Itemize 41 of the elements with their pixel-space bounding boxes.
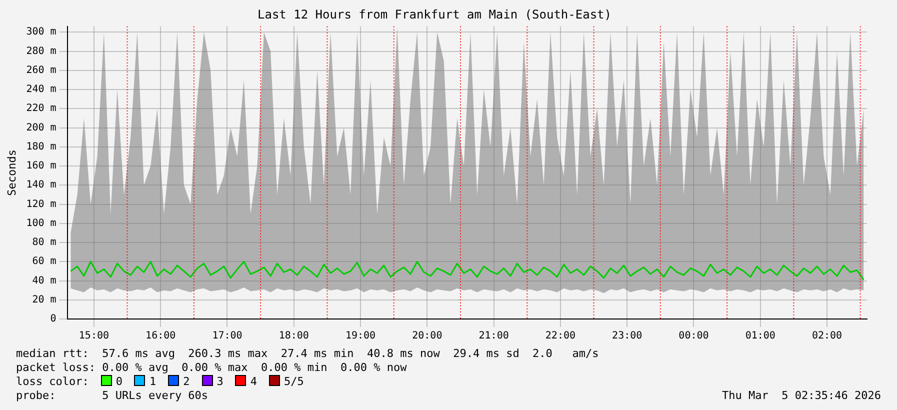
y-tick-label: 100 m	[26, 218, 56, 229]
x-tick-label: 18:00	[278, 330, 309, 342]
x-tick-label: 19:00	[345, 330, 376, 342]
y-tick-label: 200 m	[26, 122, 56, 134]
y-axis-title: Seconds	[5, 150, 18, 196]
x-tick-label: 15:00	[78, 330, 110, 342]
text: median rtt: 57.6 ms avg 260.3 ms max 27.4 ms min 40.8 ms now 29.4 ms sd 2.0 am/s	[16, 347, 599, 361]
y-tick-label: 280 m	[26, 46, 56, 57]
x-tick-label: 21:00	[478, 330, 509, 342]
text: 0	[116, 375, 122, 388]
text: probe: 5 URLs every 60s	[16, 389, 208, 403]
y-tick-label: 40 m	[32, 275, 56, 286]
y-tick-label: 80 m	[32, 237, 56, 248]
x-tick-label: 00:00	[678, 330, 709, 342]
x-tick-label: 02:00	[812, 330, 842, 342]
text: Thu Mar 5 02:35:46 2026	[722, 389, 881, 403]
x-tick-label: 22:00	[545, 330, 576, 342]
text: 3	[216, 375, 224, 388]
x-tick-label: 17:00	[212, 330, 242, 342]
x-tick-label: 16:00	[146, 330, 176, 342]
x-tick-label: 01:00	[745, 330, 776, 342]
chart-title: Last 12 Hours from Frankfurt am Main (South-East)	[257, 7, 612, 22]
text: 2	[183, 375, 190, 388]
y-tick-label: 260 m	[26, 64, 56, 76]
y-tick-label: 240 m	[26, 84, 56, 96]
y-tick-label: 20 m	[32, 294, 56, 306]
x-tick-label: 20:00	[412, 330, 442, 342]
text: loss color:	[16, 375, 89, 388]
y-tick-label: 140 m	[26, 180, 56, 191]
text: packet loss: 0.00 % avg 0.00 % max 0.00 % min 0.00 % now	[16, 361, 407, 375]
y-tick-label: 0	[50, 314, 56, 325]
text: 5/5	[284, 375, 304, 388]
y-tick-label: 120 m	[26, 198, 56, 210]
y-tick-label: 160 m	[26, 160, 56, 172]
y-tick-label: 220 m	[26, 103, 56, 114]
y-tick-label: 300 m	[26, 26, 56, 38]
x-tick-label: 23:00	[612, 330, 642, 342]
text: 1	[149, 375, 156, 388]
text: 4	[250, 375, 257, 388]
y-tick-label: 60 m	[32, 256, 56, 268]
y-tick-label: 180 m	[26, 141, 56, 152]
